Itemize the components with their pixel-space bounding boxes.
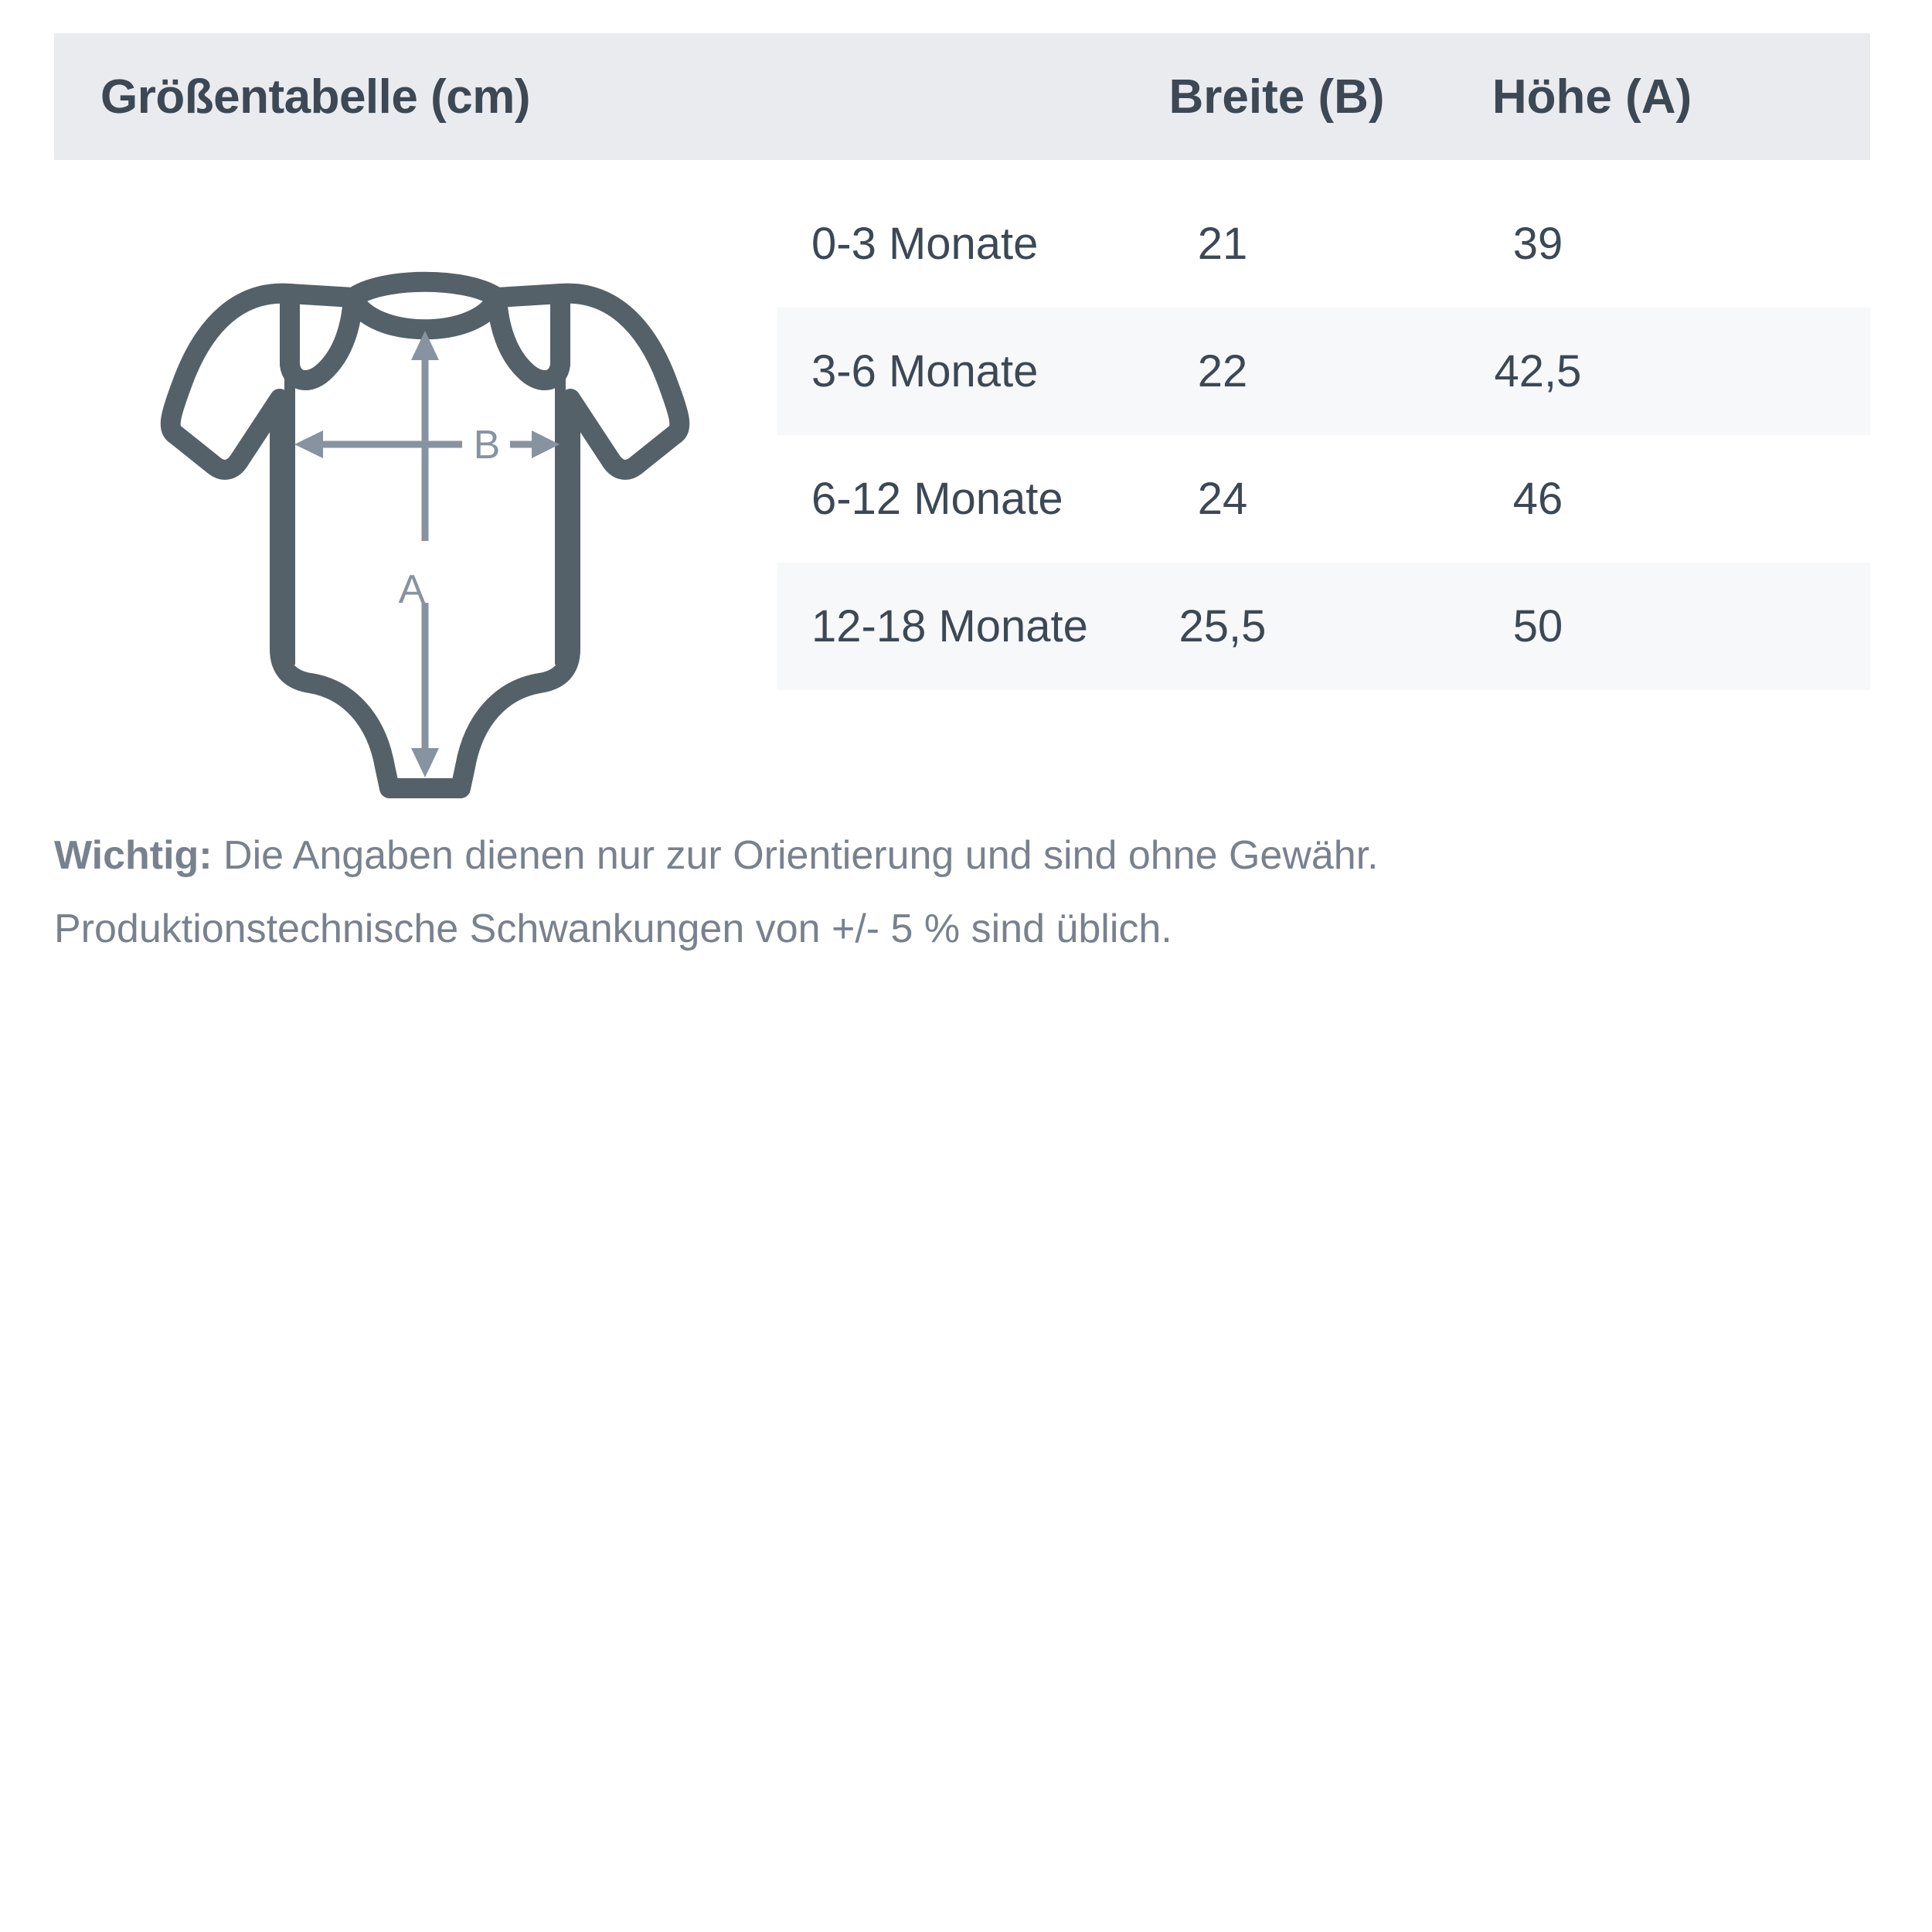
column-header-height: Höhe (A) [1492, 70, 1692, 124]
cell-height: 39 [1512, 219, 1563, 269]
disclaimer-note: Wichtig: Die Angaben dienen nur zur Orie… [54, 819, 1870, 966]
size-table: 0-3 Monate 21 39 3-6 Monate 22 42,5 6-12… [777, 180, 1870, 690]
disclaimer-line-1: Die Angaben dienen nur zur Orientierung … [212, 833, 1379, 878]
cell-width: 21 [1197, 219, 1248, 269]
cell-size: 6-12 Monate [811, 474, 1063, 524]
cell-size: 3-6 Monate [811, 346, 1039, 396]
height-arrowhead-top [411, 331, 439, 360]
table-row[interactable]: 0-3 Monate 21 39 [777, 180, 1870, 308]
size-chart-header: Größentabelle (cm) Breite (B) Höhe (A) [54, 33, 1870, 160]
column-header-width: Breite (B) [1168, 70, 1385, 124]
table-row[interactable]: 3-6 Monate 22 42,5 [777, 308, 1870, 435]
page-title: Größentabelle (cm) [100, 70, 531, 124]
height-label: A [399, 567, 426, 612]
cell-height: 50 [1512, 601, 1563, 651]
table-row[interactable]: 6-12 Monate 24 46 [777, 435, 1870, 563]
cell-height: 46 [1512, 474, 1563, 524]
cell-size: 0-3 Monate [811, 219, 1039, 269]
disclaimer-lead: Wichtig: [54, 833, 213, 878]
width-label: B [474, 423, 501, 468]
bodysuit-svg: A B [160, 271, 690, 798]
height-arrowhead-bottom [411, 748, 439, 777]
measurement-arrows [294, 331, 560, 777]
cell-width: 24 [1197, 474, 1248, 524]
table-row[interactable]: 12-18 Monate 25,5 50 [777, 563, 1870, 690]
width-arrowhead-right [532, 430, 560, 458]
cell-size: 12-18 Monate [811, 601, 1088, 651]
width-arrowhead-left [294, 430, 323, 458]
cell-width: 25,5 [1179, 601, 1267, 651]
disclaimer-line-2: Produktionstechnische Schwankungen von +… [54, 906, 1172, 951]
bodysuit-illustration: A B [116, 216, 734, 819]
cell-width: 22 [1197, 346, 1248, 396]
cell-height: 42,5 [1494, 346, 1582, 396]
